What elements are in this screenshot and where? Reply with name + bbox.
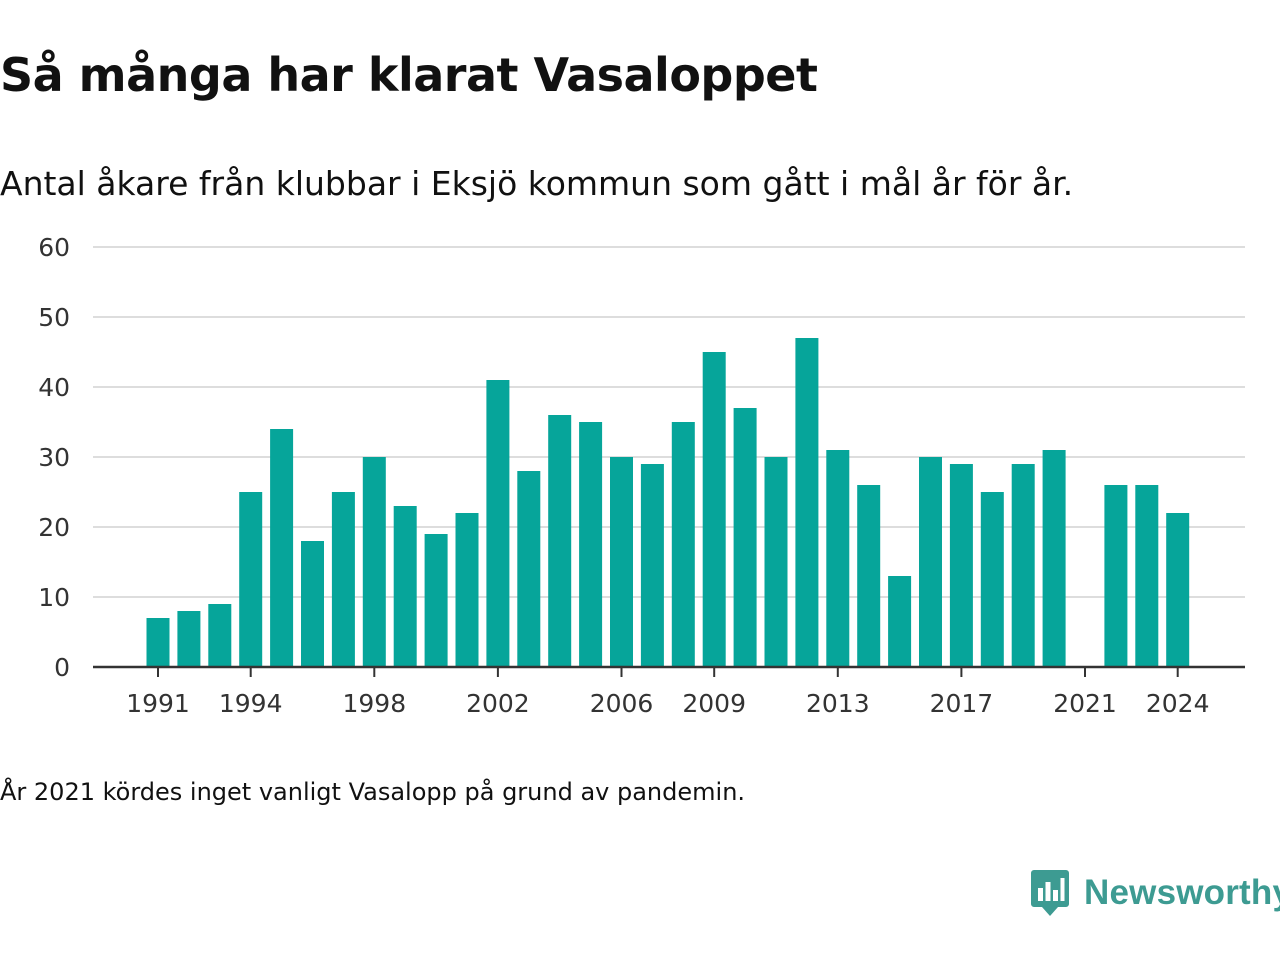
bar-1995 <box>270 429 294 667</box>
x-axis-ticks: 1991 1994 1998 2002 2006 2009 2013 2017 2021 2024 <box>126 667 1210 718</box>
footnote: År 2021 kördes inget vanligt Vasalopp på… <box>0 778 746 806</box>
brand-name: Newsworthy <box>1084 873 1280 912</box>
bar-2005 <box>579 422 603 667</box>
bar-2016 <box>919 457 942 667</box>
bar-2015 <box>888 576 912 667</box>
bars <box>146 338 1190 667</box>
bar-1992 <box>177 611 201 667</box>
bar-2000 <box>424 534 448 667</box>
y-tick-label: 50 <box>38 303 70 332</box>
y-axis-ticks: 0 10 20 30 40 50 60 <box>38 233 70 682</box>
bar-2010 <box>733 408 757 667</box>
bar-2019 <box>1011 464 1035 667</box>
x-tick-label: 1998 <box>342 689 406 718</box>
bar-2018 <box>980 492 1004 667</box>
bar-1991 <box>146 618 170 667</box>
bar-2008 <box>671 422 695 667</box>
bar-2007 <box>640 464 664 667</box>
y-tick-label: 40 <box>38 373 70 402</box>
bar-1999 <box>393 506 417 667</box>
bar-2023 <box>1135 485 1159 667</box>
bar-2006 <box>610 457 633 667</box>
bar-1996 <box>301 541 324 667</box>
y-tick-label: 10 <box>38 583 70 612</box>
y-tick-label: 20 <box>38 513 70 542</box>
bar-2002 <box>486 380 510 667</box>
x-tick-label: 2006 <box>590 689 654 718</box>
bar-2014 <box>857 485 881 667</box>
bar-2004 <box>548 415 572 667</box>
bar-2001 <box>455 513 479 667</box>
bar-2013 <box>826 450 850 667</box>
y-tick-label: 0 <box>54 653 70 682</box>
bar-1998 <box>362 457 386 667</box>
bar-2009 <box>702 352 726 667</box>
bar-1997 <box>331 492 355 667</box>
x-tick-label: 2002 <box>466 689 530 718</box>
x-tick-label: 1994 <box>219 689 283 718</box>
bar-2012 <box>795 338 819 667</box>
bar-2022 <box>1104 485 1128 667</box>
x-tick-label: 2017 <box>930 689 994 718</box>
chart-title: Så många har klarat Vasaloppet <box>0 48 818 102</box>
bar-chart: 0 10 20 30 40 50 60 1991 1994 1998 2002 2006 2009 20… <box>38 233 1245 718</box>
y-tick-label: 60 <box>38 233 70 262</box>
y-tick-label: 30 <box>38 443 70 472</box>
bar-2011 <box>764 457 788 667</box>
bar-2024 <box>1166 513 1190 667</box>
chart-subtitle: Antal åkare från klubbar i Eksjö kommun … <box>0 164 1074 203</box>
bar-1993 <box>208 604 232 667</box>
bar-2017 <box>949 464 973 667</box>
gridlines <box>93 246 1245 598</box>
bar-2003 <box>517 471 541 667</box>
newsworthy-logo-icon <box>1031 870 1069 916</box>
x-tick-label: 1991 <box>126 689 190 718</box>
x-tick-label: 2013 <box>806 689 870 718</box>
bar-2020 <box>1042 450 1066 667</box>
x-tick-label: 2024 <box>1146 689 1210 718</box>
brand: Newsworthy <box>1030 868 1280 918</box>
x-tick-label: 2009 <box>682 689 746 718</box>
bar-1994 <box>239 492 263 667</box>
x-tick-label: 2021 <box>1053 689 1117 718</box>
